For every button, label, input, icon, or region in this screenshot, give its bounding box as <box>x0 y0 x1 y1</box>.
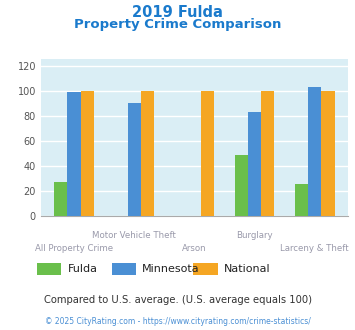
Text: Minnesota: Minnesota <box>142 264 200 274</box>
Text: Fulda: Fulda <box>68 264 98 274</box>
Bar <box>321 91 335 216</box>
Bar <box>201 91 214 216</box>
Text: National: National <box>224 264 271 274</box>
Bar <box>141 91 154 216</box>
Text: Burglary: Burglary <box>236 231 273 240</box>
Text: Motor Vehicle Theft: Motor Vehicle Theft <box>92 231 176 240</box>
Bar <box>127 103 141 216</box>
Bar <box>308 87 321 216</box>
Text: 2019 Fulda: 2019 Fulda <box>132 5 223 20</box>
Text: Compared to U.S. average. (U.S. average equals 100): Compared to U.S. average. (U.S. average … <box>44 295 311 305</box>
Bar <box>261 91 274 216</box>
Bar <box>248 112 261 216</box>
Text: © 2025 CityRating.com - https://www.cityrating.com/crime-statistics/: © 2025 CityRating.com - https://www.city… <box>45 317 310 326</box>
Bar <box>54 182 67 216</box>
Bar <box>81 91 94 216</box>
Bar <box>67 92 81 216</box>
Text: Larceny & Theft: Larceny & Theft <box>280 244 349 253</box>
Text: Arson: Arson <box>182 244 207 253</box>
Text: Property Crime Comparison: Property Crime Comparison <box>74 18 281 31</box>
Bar <box>295 183 308 216</box>
Bar <box>235 155 248 216</box>
Text: All Property Crime: All Property Crime <box>35 244 113 253</box>
